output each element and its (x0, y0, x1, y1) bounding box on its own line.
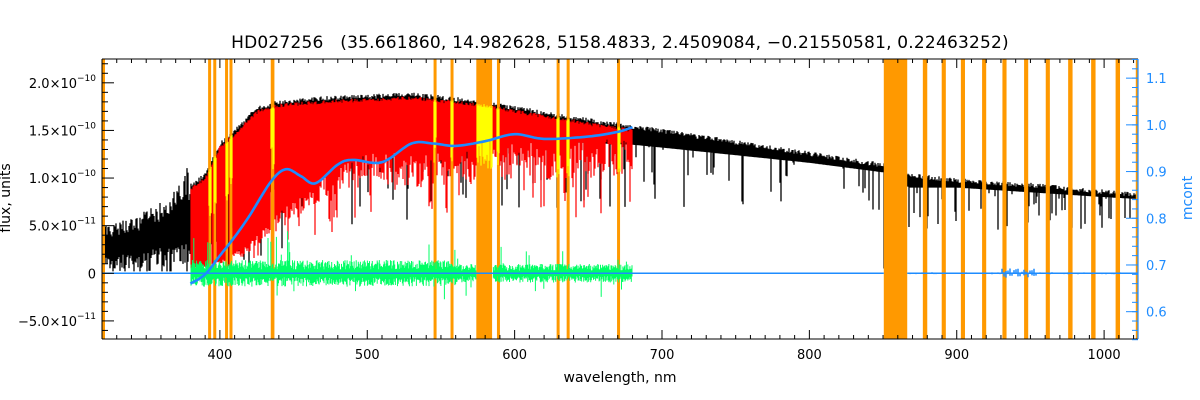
masked-region-band (1045, 59, 1050, 339)
masked-region-band (556, 59, 560, 339)
masked-region-band (476, 59, 493, 339)
right-y-tick-label: 1.1 (1146, 72, 1167, 87)
yellow-masked-flux (208, 100, 621, 216)
y-tick-label: 5.0×10−11 (29, 217, 96, 235)
right-y-tick-label: 0.8 (1146, 212, 1167, 227)
masked-region-band (566, 59, 570, 339)
masked-region-band (229, 59, 233, 339)
right-y-tick-label: 1.0 (1146, 119, 1167, 134)
masked-region-band (1024, 59, 1029, 339)
right-y-tick-label: 0.7 (1146, 259, 1167, 274)
green-residual (190, 231, 633, 300)
x-tick-label: 800 (797, 348, 822, 363)
masked-region-band (1068, 59, 1073, 339)
y-tick-label: −5.0×10−11 (18, 312, 96, 330)
masked-region-band (960, 59, 965, 339)
masked-region-band (270, 59, 275, 339)
masked-region-band (617, 59, 621, 339)
masked-region-band (433, 59, 437, 339)
masked-region-band (1135, 59, 1138, 339)
blue-mcont-curve (189, 125, 633, 285)
y-tick-label: 2.0×10−10 (29, 74, 96, 92)
x-tick-label: 600 (502, 348, 527, 363)
right-y-tick-label: 0.6 (1146, 306, 1167, 321)
y-tick-label: 1.0×10−10 (29, 169, 96, 187)
blue-zero-line (102, 268, 1138, 278)
masked-region-band (496, 59, 500, 339)
masked-region-band (982, 59, 987, 339)
masked-region-band (1091, 59, 1096, 339)
y-tick-label: 0 (88, 267, 96, 282)
masked-region-band (941, 59, 946, 339)
x-tick-label: 1000 (1088, 348, 1121, 363)
chart-title: HD027256 (35.661860, 14.982628, 5158.483… (231, 33, 1009, 53)
x-tick-label: 400 (207, 348, 232, 363)
right-y-tick-label: 0.9 (1146, 166, 1167, 181)
masked-region-band (1002, 59, 1007, 339)
plot-area (102, 59, 1138, 339)
masked-region-band (922, 59, 928, 339)
y-tick-label: 1.5×10−10 (29, 121, 96, 139)
x-tick-label: 900 (944, 348, 969, 363)
masked-region-band (102, 59, 105, 339)
masked-region-band (883, 59, 908, 339)
masked-region-band (1115, 59, 1121, 339)
x-tick-label: 700 (650, 348, 675, 363)
x-axis-label: wavelength, nm (563, 370, 677, 386)
x-tick-label: 500 (355, 348, 380, 363)
masked-region-band (450, 59, 454, 339)
